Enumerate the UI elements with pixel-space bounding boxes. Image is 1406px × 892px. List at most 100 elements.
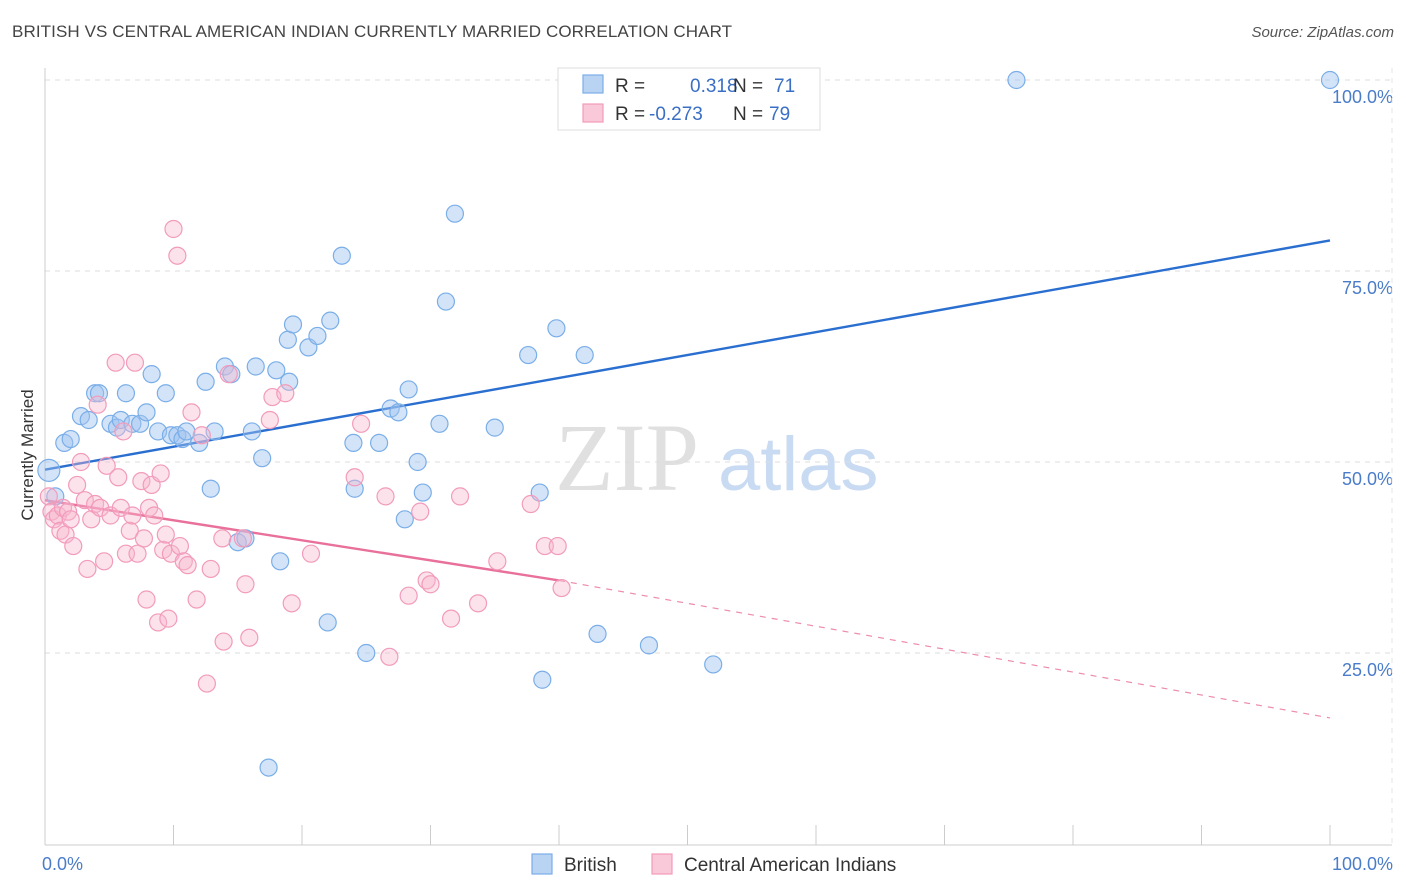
point-central	[71, 452, 91, 472]
stats-n-value-british: 71	[774, 76, 795, 97]
point-central	[345, 468, 364, 487]
point-british	[196, 372, 215, 391]
point-british	[344, 433, 363, 452]
point-british	[278, 330, 297, 349]
point-central	[128, 544, 147, 563]
point-central	[164, 219, 183, 239]
point-central	[95, 552, 114, 571]
point-central	[233, 529, 252, 548]
point-british	[1320, 70, 1340, 90]
point-british	[588, 624, 607, 644]
point-british	[445, 204, 465, 223]
point-central	[125, 353, 145, 372]
point-central	[88, 395, 107, 414]
point-british	[1007, 70, 1026, 90]
point-british	[242, 422, 261, 441]
point-central	[352, 414, 371, 433]
point-central	[151, 464, 170, 483]
point-british	[86, 384, 105, 403]
x-tick-label: 100.0%	[1332, 854, 1393, 874]
point-central	[197, 674, 217, 693]
point-british	[389, 403, 408, 422]
y-tick-label: 75.0%	[1342, 278, 1393, 298]
point-central	[535, 536, 554, 556]
bottom-legend: British Central American Indians	[531, 853, 896, 876]
watermark-zip: ZIP	[555, 404, 699, 511]
point-british	[201, 479, 220, 498]
stats-legend-swatch-central	[582, 103, 604, 123]
point-central	[421, 575, 440, 594]
point-british	[436, 292, 456, 311]
stats-n-label-central: N =	[733, 104, 763, 125]
point-central	[182, 403, 201, 422]
point-central	[120, 521, 139, 540]
point-central	[39, 487, 58, 506]
point-british	[116, 384, 136, 403]
point-central	[201, 559, 220, 579]
point-central	[132, 472, 151, 491]
point-british	[177, 422, 196, 441]
stats-r-label-british: R =	[615, 76, 645, 97]
point-central	[521, 494, 540, 514]
point-british	[308, 326, 327, 346]
point-central	[380, 647, 399, 666]
point-central	[213, 529, 232, 548]
point-british	[79, 410, 98, 430]
point-british	[283, 315, 303, 334]
point-british	[318, 613, 337, 632]
stats-n-label-british: N =	[733, 76, 763, 97]
point-british	[639, 636, 659, 655]
point-central	[168, 246, 187, 265]
point-british	[395, 510, 414, 529]
point-british	[332, 246, 351, 265]
point-central	[170, 536, 190, 556]
point-british	[271, 552, 290, 571]
point-central	[282, 594, 301, 613]
point-british	[61, 429, 80, 449]
trend-line-central	[44, 499, 560, 582]
point-british	[533, 670, 552, 689]
point-central	[91, 498, 110, 517]
point-british	[321, 311, 340, 330]
point-central	[64, 536, 83, 556]
stats-legend-swatch-british	[582, 74, 604, 94]
point-british	[37, 458, 61, 483]
point-central	[148, 613, 168, 632]
point-central	[187, 590, 206, 609]
chart-title: BRITISH VS CENTRAL AMERICAN INDIAN CURRE…	[12, 22, 733, 41]
x-tick-label: 0.0%	[42, 854, 83, 874]
point-british	[575, 345, 594, 365]
point-central	[276, 384, 295, 403]
y-tick-label: 25.0%	[1342, 660, 1393, 680]
stats-r-value-british: 0.318	[690, 76, 738, 97]
point-central	[101, 506, 120, 525]
stats-r-label-central: R =	[615, 104, 645, 125]
point-central	[399, 586, 418, 605]
point-central	[240, 628, 259, 647]
point-british	[161, 426, 181, 445]
point-central	[134, 529, 154, 548]
point-central	[450, 487, 470, 506]
point-british	[137, 403, 156, 422]
point-british	[485, 418, 504, 437]
stats-legend: R = 0.318 N = 71 R = -0.273 N = 79	[557, 67, 821, 131]
point-central	[109, 468, 128, 487]
source-label: Source: ZipAtlas.com	[1251, 24, 1394, 41]
point-central	[411, 502, 430, 521]
bottom-legend-swatch-central	[651, 853, 673, 875]
point-british	[142, 365, 161, 384]
stats-n-value-central: 79	[769, 104, 790, 125]
point-central	[301, 544, 321, 563]
point-central	[376, 487, 395, 506]
point-central	[219, 365, 238, 384]
bottom-legend-label-british: British	[564, 855, 617, 876]
point-central	[192, 426, 211, 445]
point-british	[430, 414, 449, 433]
point-central	[214, 632, 233, 651]
point-british	[111, 410, 130, 430]
point-central	[75, 491, 94, 510]
bottom-legend-swatch-british	[531, 853, 553, 875]
point-central	[123, 506, 142, 525]
point-central	[441, 609, 461, 628]
